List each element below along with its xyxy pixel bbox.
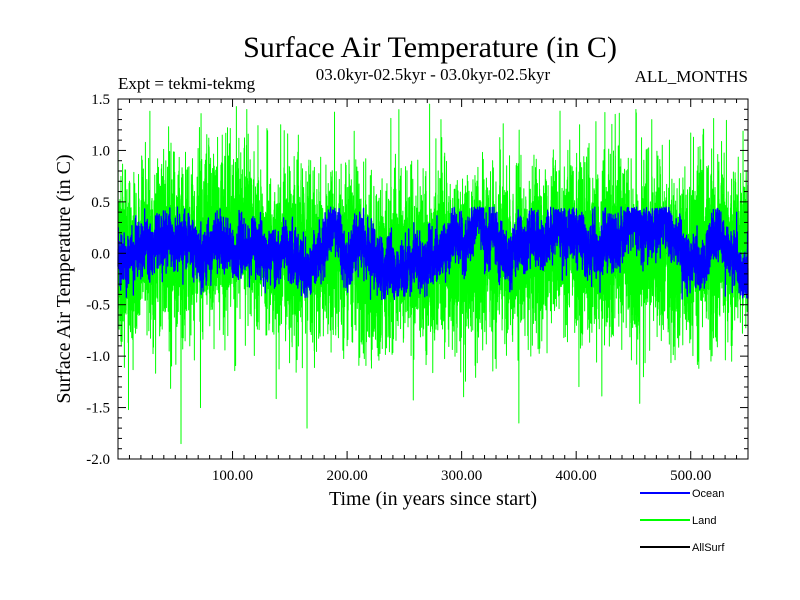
x-tick-label: 500.00 [670, 468, 711, 484]
y-axis-label: Surface Air Temperature (in C) [53, 154, 75, 403]
series-line-ocean [117, 206, 749, 301]
y-tick-label: 1.5 [91, 92, 110, 108]
plot-frame [117, 98, 749, 460]
y-tick-label: -0.5 [86, 298, 110, 314]
x-tick-label: 300.00 [441, 468, 482, 484]
y-tick-label: 0.0 [91, 246, 110, 262]
months-label: ALL_MONTHS [635, 67, 748, 86]
legend-label-allsurf: AllSurf [692, 542, 725, 554]
chart-title: Surface Air Temperature (in C) [243, 31, 617, 64]
axis-ticks: 100.00 200.00 300.00 400.00 500.00 -2.0 -1.5 -1… [86, 92, 748, 484]
data-layer [117, 103, 749, 445]
legend: Ocean Land AllSurf [640, 488, 725, 554]
x-tick-label: 200.00 [326, 468, 367, 484]
y-tick-label: -1.0 [86, 349, 110, 365]
legend-label-ocean: Ocean [692, 488, 724, 500]
y-tick-label: 0.5 [91, 195, 110, 211]
legend-label-land: Land [692, 515, 716, 527]
x-tick-label: 400.00 [556, 468, 597, 484]
y-tick-label: -2.0 [86, 452, 110, 468]
period-label: 03.0kyr-02.5kyr - 03.0kyr-02.5kyr [316, 65, 551, 84]
x-tick-label: 100.00 [212, 468, 253, 484]
x-axis-label: Time (in years since start) [329, 488, 537, 510]
expt-label: Expt = tekmi-tekmg [118, 74, 256, 93]
y-tick-label: 1.0 [91, 143, 110, 159]
y-tick-label: -1.5 [86, 401, 110, 417]
